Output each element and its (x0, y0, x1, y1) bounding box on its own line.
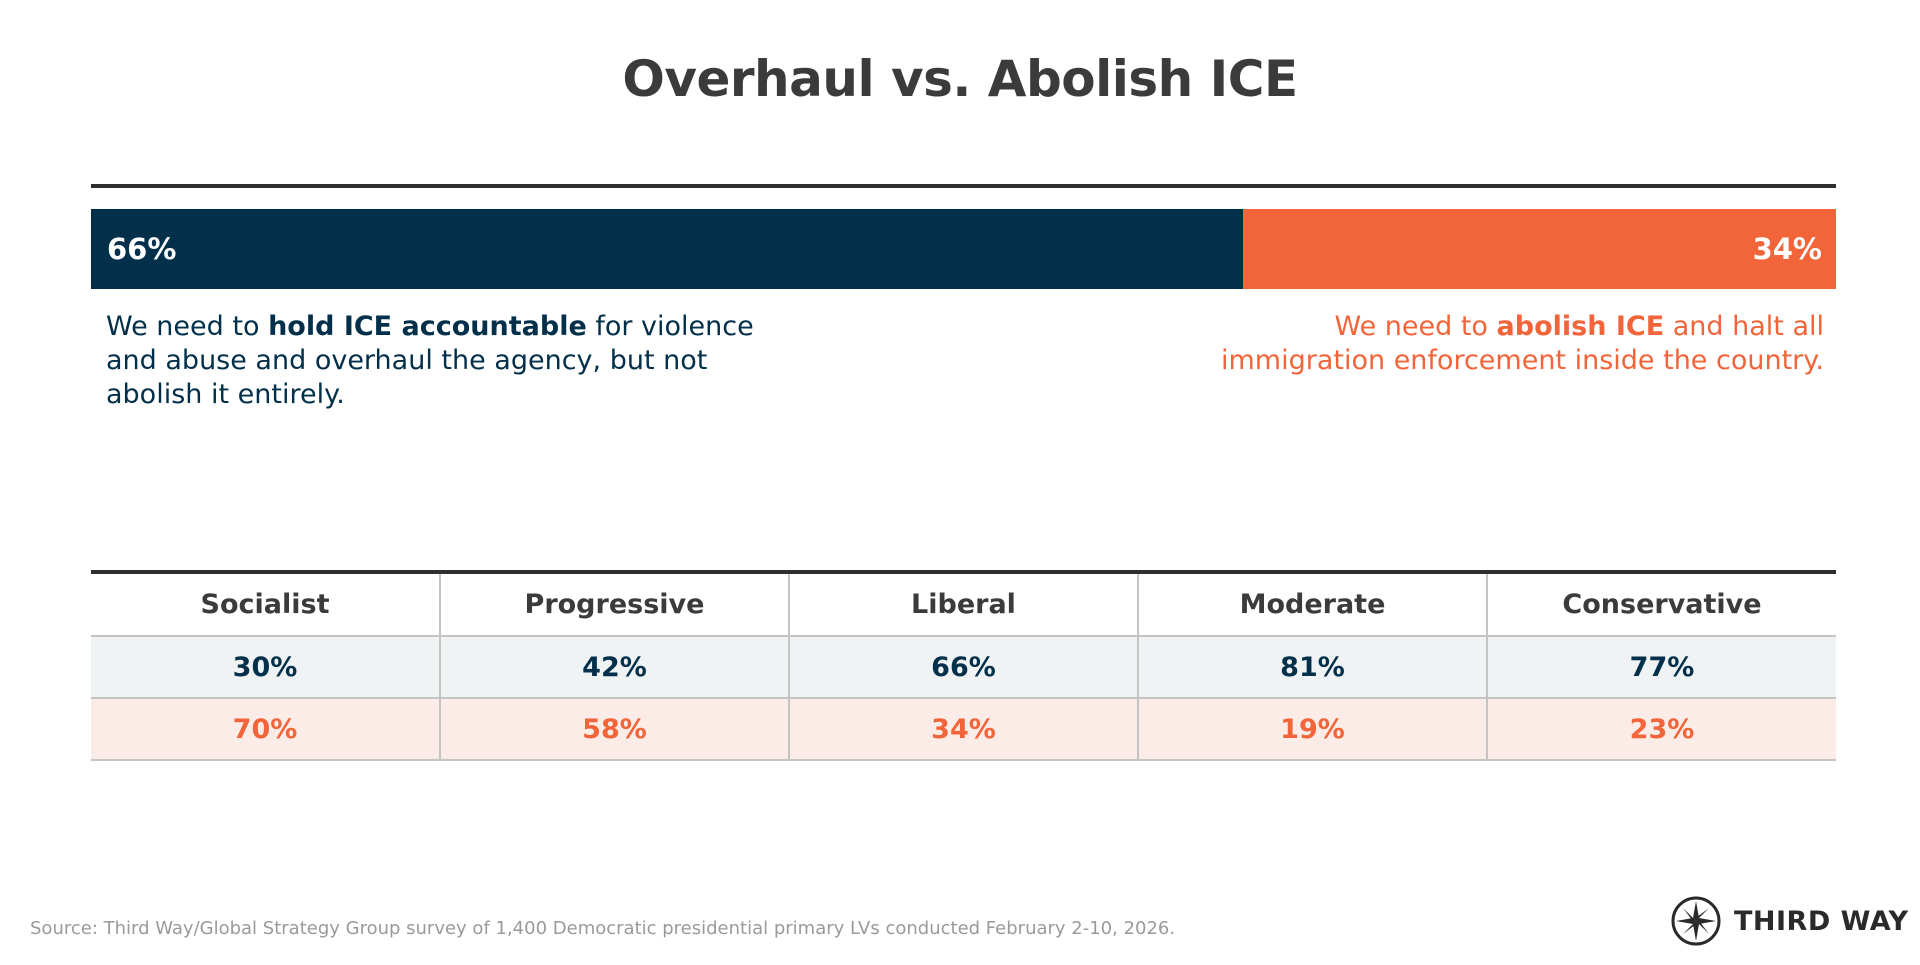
table-header-row: Socialist Progressive Liberal Moderate C… (91, 574, 1836, 637)
abolish-desc-after: and halt all immigration enforcement ins… (1221, 311, 1824, 376)
compass-star-icon (1671, 896, 1721, 946)
abolish-desc-bold: abolish ICE (1496, 311, 1665, 342)
table-cell-overhaul: 81% (1137, 636, 1487, 699)
third-way-logo: THIRD WAY (1670, 895, 1909, 947)
table-divider (91, 570, 1836, 574)
bar-segment-overhaul: 66% (91, 209, 1243, 289)
table-header-cell: Conservative (1486, 574, 1836, 637)
table-header-cell: Progressive (439, 574, 789, 637)
table-cell-overhaul: 66% (788, 636, 1138, 699)
logo-wordmark: THIRD WAY (1734, 905, 1909, 937)
table-header-cell: Socialist (91, 574, 440, 637)
table-header-cell: Liberal (788, 574, 1138, 637)
ideology-table: Socialist Progressive Liberal Moderate C… (91, 574, 1836, 761)
table-cell-abolish: 19% (1137, 698, 1487, 761)
bar-segment-abolish: 34% (1242, 209, 1836, 289)
table-cell-overhaul: 77% (1486, 636, 1836, 699)
overhaul-desc-bold: hold ICE accountable (268, 311, 587, 342)
overhaul-desc-before: We need to (106, 311, 269, 342)
table-row-abolish: 70% 58% 34% 19% 23% (91, 698, 1836, 761)
overhaul-desc-after: for violence and abuse and overhaul the … (106, 311, 754, 410)
table-header-cell: Moderate (1137, 574, 1487, 637)
overhaul-description: We need to hold ICE accountable for viol… (106, 310, 786, 412)
stacked-bar: 66% 34% (91, 209, 1836, 289)
table-cell-overhaul: 30% (91, 636, 440, 699)
source-note: Source: Third Way/Global Strategy Group … (30, 918, 1176, 939)
bar-label-overhaul: 66% (107, 232, 177, 266)
table-cell-abolish: 34% (788, 698, 1138, 761)
bar-label-abolish: 34% (1752, 232, 1822, 266)
table-row-overhaul: 30% 42% 66% 81% 77% (91, 636, 1836, 699)
abolish-desc-before: We need to (1334, 311, 1497, 342)
table-cell-overhaul: 42% (439, 636, 789, 699)
abolish-description: We need to abolish ICE and halt all immi… (1184, 310, 1824, 378)
table-cell-abolish: 58% (439, 698, 789, 761)
top-divider (91, 184, 1836, 188)
table-cell-abolish: 70% (91, 698, 440, 761)
table-cell-abolish: 23% (1486, 698, 1836, 761)
chart-title: Overhaul vs. Abolish ICE (622, 50, 1298, 108)
